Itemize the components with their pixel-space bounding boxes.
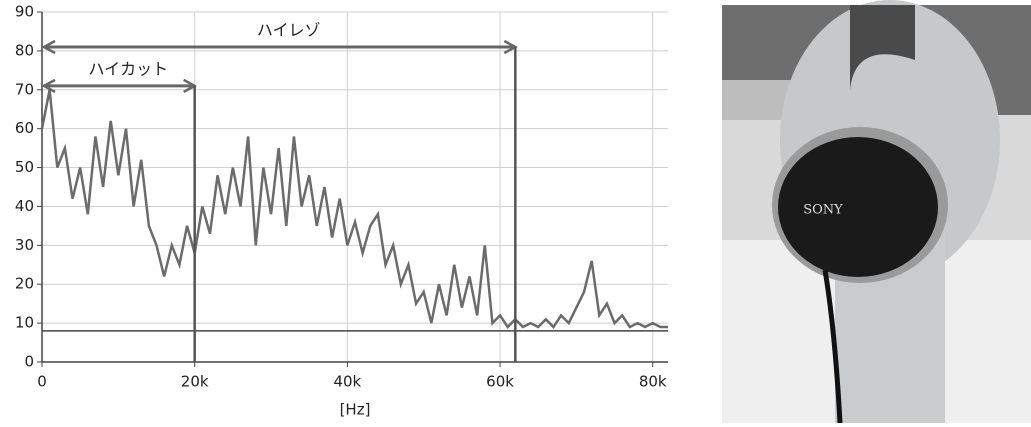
y-tick-label: 30 xyxy=(15,236,34,254)
y-tick-label: 0 xyxy=(24,353,34,371)
y-tick-label: 90 xyxy=(15,3,34,21)
x-tick-label: 0 xyxy=(37,373,47,391)
y-tick-label: 80 xyxy=(15,41,34,59)
x-tick-label: 40k xyxy=(333,373,361,391)
photo: SONY xyxy=(722,0,1031,424)
y-tick-label: 70 xyxy=(15,80,34,98)
cable xyxy=(822,269,843,424)
series-line xyxy=(40,89,668,329)
x-tick-label: 60k xyxy=(486,373,514,391)
x-tick-label: 20k xyxy=(181,373,209,391)
y-tick-label: 40 xyxy=(15,197,34,215)
brand: SONY xyxy=(803,203,843,218)
annotation-text: ハイレゾ xyxy=(257,21,321,40)
amp xyxy=(722,80,792,120)
y-tick-label: 50 xyxy=(15,158,34,176)
y-tick-label: 60 xyxy=(15,119,34,137)
x-axis-label: [Hz] xyxy=(340,401,371,419)
headband xyxy=(850,5,915,90)
y-tick-label: 10 xyxy=(15,314,34,332)
x-tick-label: 80k xyxy=(639,373,667,391)
earcup xyxy=(778,137,938,277)
annotation-text: ハイカット xyxy=(88,59,168,78)
y-tick-label: 20 xyxy=(15,275,34,293)
